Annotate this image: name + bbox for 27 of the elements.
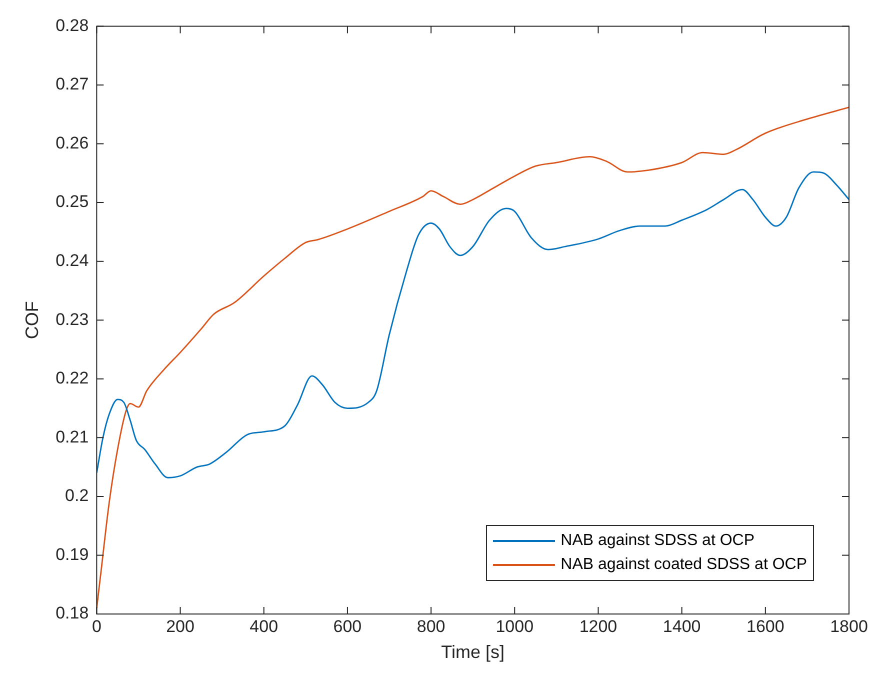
x-tick-label: 600 [333, 616, 362, 636]
x-tick-label: 1200 [579, 616, 618, 636]
x-tick-label: 1600 [746, 616, 784, 636]
y-tick-label: 0.28 [56, 16, 89, 35]
y-tick-label: 0.23 [56, 310, 89, 329]
y-tick-label: 0.26 [56, 133, 89, 152]
x-tick-label: 1800 [830, 616, 868, 636]
legend-label: NAB against SDSS at OCP [560, 531, 755, 551]
line-series [96, 106, 849, 609]
y-tick-label: 0.25 [56, 192, 89, 212]
y-tick-label: 0.21 [56, 427, 89, 446]
x-tick-label: 0 [92, 616, 102, 636]
y-tick-label: 0.2 [65, 486, 89, 506]
y-tick-label: 0.18 [56, 604, 89, 623]
x-tick-label: 800 [416, 616, 446, 636]
y-axis-title: COF [22, 301, 42, 340]
x-tick-label: 1400 [662, 616, 701, 636]
x-tick-label: 400 [250, 616, 278, 636]
line-series [96, 171, 849, 478]
x-axis-title: Time [s] [441, 642, 505, 662]
y-tick-label: 0.24 [56, 251, 89, 270]
legend-label: NAB against coated SDSS at OCP [560, 555, 807, 575]
y-tick-label: 0.27 [56, 74, 89, 94]
y-tick-label: 0.19 [56, 544, 89, 564]
x-tick-label: 1000 [496, 616, 534, 636]
y-tick-label: 0.22 [56, 368, 89, 388]
x-tick-label: 200 [166, 616, 194, 636]
